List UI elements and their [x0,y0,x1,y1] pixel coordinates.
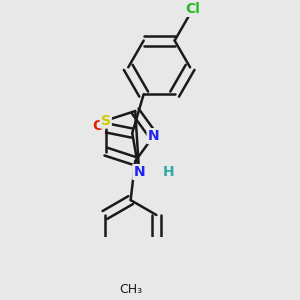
Text: CH₃: CH₃ [119,283,142,296]
Text: N: N [148,129,159,143]
Text: H: H [163,165,175,179]
Text: Cl: Cl [185,2,200,16]
Text: S: S [101,114,111,128]
Text: O: O [92,119,104,133]
Text: N: N [133,165,145,179]
